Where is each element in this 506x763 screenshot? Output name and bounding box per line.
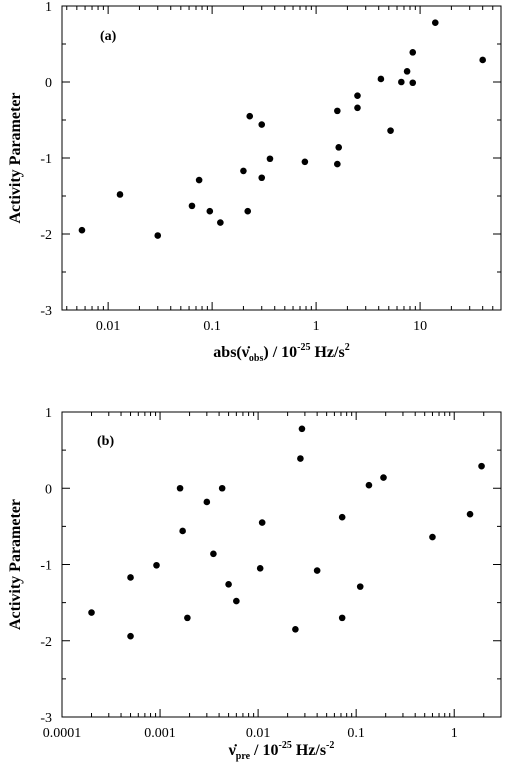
y-tick-label: -2 (40, 635, 52, 650)
y-tick-label: -1 (40, 152, 52, 167)
data-point (240, 167, 247, 175)
data-point (409, 49, 417, 56)
x-label-symbol: ν̇ (228, 742, 238, 759)
data-point (429, 533, 436, 541)
chart-panel-1: 0.01 0.1 1 10 -3 -2 -1 0 1 (a) Activity Parameter a… (7, 0, 502, 364)
y-tick-label: -3 (40, 711, 52, 726)
data-point (409, 79, 417, 87)
x-label-text: ) / 10 (263, 344, 297, 361)
data-point (225, 581, 232, 588)
panel-label: (b) (97, 434, 114, 449)
y-tick-label: -3 (40, 304, 52, 319)
plot-frame (61, 411, 502, 718)
data-point (258, 174, 266, 182)
x-label-subscript: pre (236, 751, 251, 762)
chart-panel-2: 0.0001 0.001 0.01 0.1 1 -3 -2 -1 0 1 (b) Activity P… (7, 406, 502, 762)
data-point (217, 219, 224, 226)
data-point (88, 609, 95, 616)
data-point (479, 56, 486, 64)
y-axis-label: Activity Parameter (7, 92, 24, 223)
data-point (256, 565, 264, 572)
x-tick-label: 0.01 (96, 319, 121, 334)
data-point (116, 191, 124, 198)
data-point (246, 112, 254, 120)
data-point (78, 226, 86, 234)
y-tick-label: -2 (40, 228, 52, 243)
data-point (365, 481, 373, 489)
data-point (184, 614, 191, 622)
x-tick-label: 0.001 (144, 726, 176, 741)
data-point (354, 92, 361, 99)
data-point (258, 121, 266, 128)
data-point (203, 498, 211, 506)
data-point (354, 104, 361, 112)
y-tick-label: 0 (45, 482, 52, 497)
data-point (466, 510, 474, 518)
x-label-text: abs( (213, 344, 241, 361)
data-point (387, 127, 394, 134)
data-point (398, 78, 405, 86)
x-axis-label: abs(ν̇obs) / 10-25 Hz/s2 (213, 342, 349, 364)
data-point (298, 425, 306, 433)
x-label-subscript: obs (249, 353, 264, 364)
data-point (335, 144, 343, 151)
data-point (218, 484, 226, 492)
data-point (301, 158, 309, 166)
data-point (380, 474, 387, 481)
x-tick-label: 0.0001 (43, 726, 82, 741)
data-point (179, 527, 186, 535)
x-tick-label: 0.01 (246, 726, 271, 741)
x-tick-label: 0.1 (203, 319, 221, 334)
data-point (292, 626, 299, 633)
x-tick-label: 1 (313, 319, 320, 334)
y-tick-label: 1 (45, 406, 52, 421)
x-axis-label: ν̇pre / 10-25 Hz/s-2 (228, 740, 335, 762)
y-tick-label: -1 (40, 559, 52, 574)
x-label-unit: Hz/s (310, 344, 344, 361)
data-point (403, 68, 411, 75)
plot-frame (61, 5, 502, 311)
x-label-symbol: ν̇ (241, 344, 251, 361)
x-tick-label: 0.1 (347, 726, 365, 741)
x-label-exponent: -25 (297, 342, 310, 353)
x-tick-label: 1 (451, 726, 458, 741)
data-point (244, 207, 252, 215)
x-label-unit-exponent: -2 (326, 740, 334, 751)
data-point (431, 19, 439, 27)
x-label-unit-exponent: 2 (345, 342, 350, 353)
data-point (127, 574, 134, 581)
data-point (153, 561, 160, 569)
data-point (206, 207, 214, 215)
y-tick-label: 0 (45, 76, 52, 91)
data-point (266, 155, 274, 163)
y-tick-label: 1 (45, 0, 52, 15)
data-point (297, 455, 304, 462)
panel-label: (a) (100, 29, 117, 44)
data-point (233, 597, 240, 605)
data-point (154, 232, 162, 239)
data-point (210, 550, 217, 558)
data-point (356, 583, 364, 590)
y-axis-label: Activity Parameter (7, 499, 24, 630)
data-point (377, 75, 385, 83)
data-point (338, 513, 346, 521)
data-point (478, 462, 485, 470)
data-point (338, 614, 346, 622)
data-point (313, 567, 321, 574)
data-point (127, 632, 134, 640)
data-point (195, 176, 203, 184)
data-point (188, 202, 196, 210)
x-tick-label: 10 (413, 319, 427, 334)
x-label-unit: Hz/s (292, 742, 326, 759)
data-point (258, 519, 266, 526)
x-label-text: / 10 (250, 742, 278, 759)
data-point (176, 484, 184, 492)
x-label-exponent: -25 (278, 740, 291, 751)
data-point (334, 160, 341, 168)
data-point (334, 107, 341, 115)
